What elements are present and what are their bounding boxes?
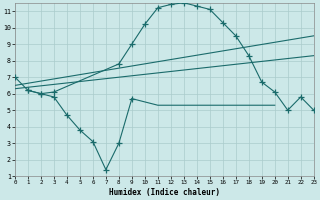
X-axis label: Humidex (Indice chaleur): Humidex (Indice chaleur) (109, 188, 220, 197)
